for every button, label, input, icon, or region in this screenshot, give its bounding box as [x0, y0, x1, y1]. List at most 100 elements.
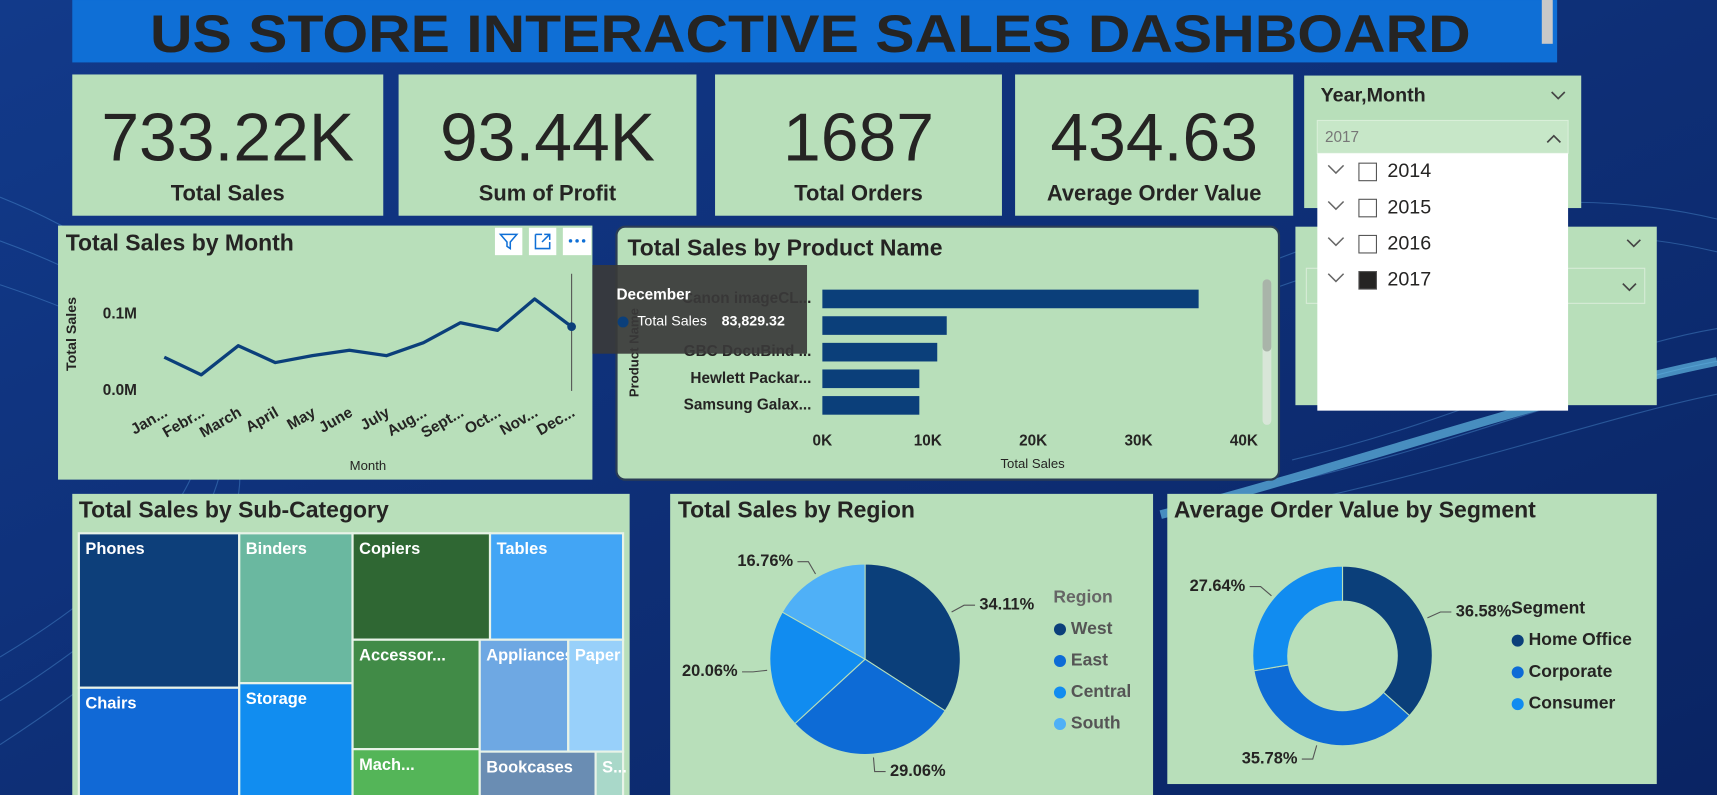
kpi-label: Total Orders [794, 181, 923, 206]
checkbox[interactable] [1358, 162, 1377, 182]
tile-label: Appliances [486, 646, 574, 664]
expand-chevron[interactable] [1327, 200, 1345, 211]
treemap-tile[interactable] [594, 750, 625, 795]
treemap-tile[interactable] [488, 532, 625, 641]
tile-label: Mach... [359, 756, 415, 774]
slice[interactable] [781, 563, 866, 661]
bar [822, 289, 1199, 309]
data-label: 35.78% [1242, 749, 1298, 767]
tooltip-swatch [617, 316, 629, 328]
chart-title: Total Sales by Month [66, 229, 294, 255]
leader-line [797, 561, 817, 575]
tile-label: Tables [497, 540, 548, 558]
leader-line [1301, 745, 1318, 760]
slicer-option[interactable]: 2015 [1387, 196, 1431, 218]
highlight-point [567, 322, 576, 332]
legend-swatch [1511, 634, 1524, 647]
slicer-dropdown[interactable] [1316, 119, 1569, 154]
chevron[interactable] [1622, 283, 1637, 292]
slice[interactable] [1253, 664, 1411, 747]
y-tick-label: 0.1M [103, 305, 137, 322]
dot [568, 239, 573, 243]
treemap-tile[interactable] [567, 638, 625, 753]
tile-label: Accessor... [359, 646, 446, 664]
dot [581, 239, 586, 243]
data-label: 20.06% [682, 662, 738, 680]
year-slicer: Year,Month 2017 2014 2015 2016 2017 [1304, 75, 1582, 411]
kpi-label: Total Sales [171, 181, 285, 206]
expand-chevron[interactable] [1327, 164, 1345, 175]
treemap-tile[interactable] [77, 532, 241, 689]
legend-label: Home Office [1529, 629, 1632, 649]
legend-swatch [1511, 666, 1524, 679]
filter-icon[interactable] [494, 227, 523, 256]
chart-title: Total Sales by Product Name [627, 235, 942, 261]
slicer-option[interactable]: 2014 [1387, 160, 1431, 182]
kpi-value: 93.44K [440, 100, 655, 175]
slicer-option[interactable]: 2017 [1387, 269, 1431, 291]
legend-swatch [1053, 718, 1067, 731]
data-label: 29.06% [890, 762, 946, 780]
legend-swatch [1053, 623, 1067, 636]
scrollbar [1541, 0, 1553, 44]
tile-label: Bookcases [486, 758, 573, 776]
data-label: 16.76% [737, 552, 793, 570]
kpi-card [398, 74, 697, 216]
chevron[interactable] [1546, 134, 1561, 143]
leader-line [872, 757, 886, 773]
bar [822, 316, 947, 335]
pie-chart: Total Sales by Region 34.11% West 29.06% Eas… [678, 496, 1131, 779]
visual-header-icons [494, 227, 592, 256]
expand-chevron[interactable] [1327, 273, 1345, 283]
checkbox[interactable] [1358, 198, 1377, 218]
kpi-label: Average Order Value [1047, 181, 1262, 206]
x-axis-label: Month [350, 458, 386, 473]
kpi-value: 733.22K [101, 100, 354, 175]
legend-label: South [1071, 713, 1121, 733]
tile-label: S... [602, 758, 627, 776]
chevron[interactable] [1551, 91, 1566, 100]
checkbox[interactable] [1358, 271, 1377, 290]
data-label: 34.11% [979, 596, 1034, 614]
checkbox[interactable] [1358, 234, 1377, 254]
treemap-tile[interactable] [351, 532, 492, 641]
tile-label: Chairs [85, 694, 136, 712]
chevron[interactable] [1626, 239, 1641, 248]
data-label: 36.58% [1456, 602, 1512, 620]
slice[interactable] [1252, 565, 1344, 672]
tile-label: Paper [575, 646, 621, 664]
x-tick-label: 20K [1019, 432, 1047, 449]
legend-label: Corporate [1529, 661, 1613, 681]
slice[interactable] [769, 611, 866, 725]
slicer-option[interactable]: 2016 [1387, 232, 1431, 254]
expand-chevron[interactable] [1327, 237, 1345, 247]
x-axis-label: Total Sales [1001, 456, 1066, 471]
treemap-tile[interactable] [478, 750, 597, 795]
legend-title: Segment [1511, 597, 1585, 617]
slice[interactable] [794, 658, 946, 756]
legend-swatch [1053, 654, 1067, 667]
filter-glyph [498, 233, 519, 251]
tooltip: December Total Sales 83,829.32 [592, 265, 808, 354]
leader-line [742, 669, 768, 673]
treemap-tile[interactable] [238, 682, 354, 795]
tile-label: Binders [246, 540, 307, 558]
dashboard-title: US STORE INTERACTIVE SALES DASHBOARD [150, 5, 1471, 64]
scrollbar-thumb[interactable] [1262, 279, 1272, 352]
tile-label: Copiers [359, 540, 420, 558]
y-tick-label: Samsung Galax... [684, 396, 812, 413]
dot [575, 239, 579, 243]
treemap-tile[interactable] [351, 748, 481, 795]
bar [822, 396, 920, 415]
header-bar [72, 0, 1558, 63]
treemap-tile[interactable] [478, 638, 570, 753]
donut-chart: Average Order Value by Segment 36.58% Home… [1174, 496, 1632, 767]
legend-label: Central [1071, 681, 1131, 701]
y-axis-label: Total Sales [64, 297, 80, 371]
slice[interactable] [1341, 565, 1433, 717]
legend-label: Consumer [1529, 693, 1616, 713]
legend-label: West [1071, 618, 1113, 638]
kpi-card [72, 74, 384, 216]
tile-label: Phones [85, 540, 144, 558]
